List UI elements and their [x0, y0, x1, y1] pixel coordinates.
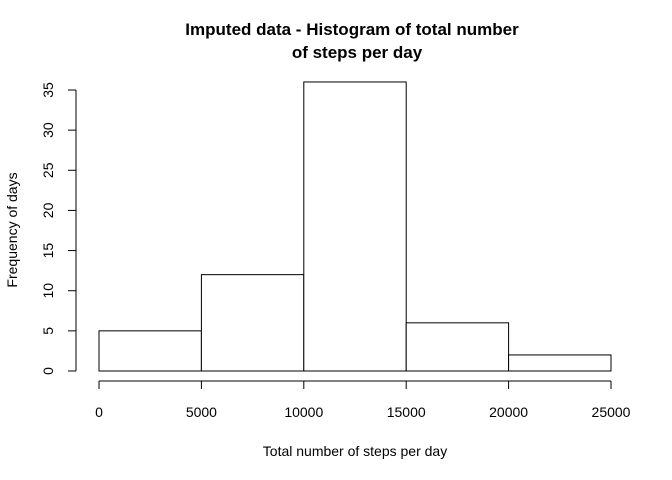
y-tick-label-5: 25	[40, 162, 56, 178]
y-tick-label-0: 0	[40, 367, 56, 375]
x-tick-label-0: 0	[95, 404, 103, 420]
histogram-bar-3	[405, 322, 510, 372]
y-tick-label-7: 35	[40, 82, 56, 98]
chart-title-line-1: Imputed data - Histogram of total number	[185, 20, 519, 39]
histogram-bar-2	[303, 81, 407, 372]
histogram-bar-0	[98, 330, 202, 372]
histogram-bar-1	[200, 274, 305, 372]
x-axis: 0 5000 10000 15000 20000 25000	[95, 380, 631, 420]
y-tick-label-3: 15	[40, 243, 56, 259]
y-axis: 0 5 10 15 20 25 30 35	[40, 82, 77, 375]
histogram-bar-4	[508, 354, 612, 372]
x-axis-label: Total number of steps per day	[263, 443, 447, 459]
x-tick-label-5: 25000	[592, 404, 631, 420]
y-tick-label-2: 10	[40, 283, 56, 299]
x-tick-label-1: 5000	[186, 404, 217, 420]
y-tick-label-4: 20	[40, 202, 56, 218]
chart-title-line-2: of steps per day	[292, 43, 423, 62]
y-axis-label: Frequency of days	[4, 172, 20, 287]
bars-group	[98, 81, 612, 372]
x-tick-label-3: 15000	[387, 404, 426, 420]
x-tick-label-2: 10000	[284, 404, 323, 420]
x-tick-label-4: 20000	[489, 404, 528, 420]
y-tick-label-6: 30	[40, 122, 56, 138]
y-tick-label-1: 5	[40, 327, 56, 335]
